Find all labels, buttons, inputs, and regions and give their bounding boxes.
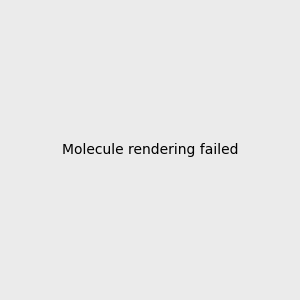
Text: Molecule rendering failed: Molecule rendering failed bbox=[62, 143, 238, 157]
